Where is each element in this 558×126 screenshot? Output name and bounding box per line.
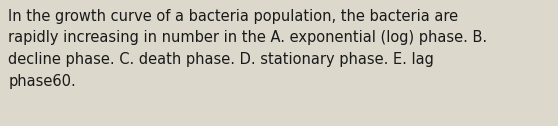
Text: In the growth curve of a bacteria population, the bacteria are
rapidly increasin: In the growth curve of a bacteria popula… [8, 9, 488, 89]
